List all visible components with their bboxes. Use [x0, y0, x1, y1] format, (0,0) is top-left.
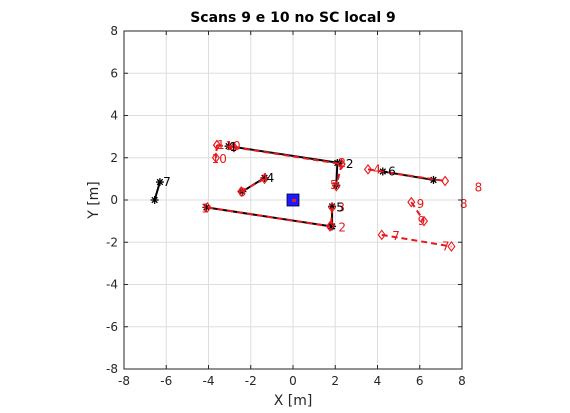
series-0-star-marker: [150, 196, 159, 204]
point-label: 10: [212, 152, 227, 166]
star-stroke: [203, 204, 210, 211]
series-0-star-marker: [429, 175, 438, 184]
y-tick-label: 2: [110, 151, 118, 165]
series-1-diamond-marker: [260, 173, 269, 185]
series-1-segment: [330, 207, 334, 226]
y-tick-label: -6: [106, 320, 118, 334]
y-tick-label: 0: [110, 193, 118, 207]
point-label: 5: [330, 178, 338, 192]
star-stroke: [430, 176, 437, 184]
series-1-diamond-marker: [229, 141, 238, 153]
x-tick-label: 4: [374, 374, 382, 388]
x-tick-label: -8: [118, 374, 130, 388]
point-label: 8: [475, 180, 483, 194]
point-label: 1: [201, 201, 209, 215]
point-label: 2: [338, 220, 346, 234]
y-tick-label: 6: [110, 66, 118, 80]
series-1-segment: [214, 144, 218, 158]
star-stroke: [156, 178, 164, 186]
series-1-diamond-marker: [326, 219, 336, 231]
y-tick-label: -8: [106, 362, 118, 376]
x-tick-label: 6: [416, 374, 424, 388]
point-label: 3: [337, 200, 345, 214]
series-1-diamond-marker: [337, 158, 346, 170]
x-tick-label: -6: [160, 374, 172, 388]
series-0-star-marker: [155, 178, 164, 187]
data-layer: [150, 139, 456, 252]
series-1-diamond-marker: [407, 196, 416, 208]
point-label: 9: [417, 197, 425, 211]
series-1-diamond-marker: [203, 201, 212, 213]
point-label: 1: [217, 138, 225, 152]
series-1-segment: [240, 177, 265, 193]
series-1-diamond-marker: [441, 175, 450, 187]
grid: [123, 30, 463, 370]
point-label: 7: [392, 229, 400, 243]
series-1-diamond-marker: [363, 163, 373, 175]
y-axis-label: Y [m]: [86, 181, 102, 220]
series-1-diamond-marker: [377, 229, 386, 241]
y-tick-label: 4: [110, 109, 118, 123]
x-tick-label: 0: [289, 374, 297, 388]
series-1-segment: [381, 233, 452, 248]
x-axis-label: X [m]: [274, 393, 313, 409]
series-1-segment: [410, 201, 425, 222]
series-1-diamond-marker: [419, 215, 429, 227]
series-1-segment: [367, 168, 446, 182]
x-tick-label: 2: [331, 374, 339, 388]
point-label: 4: [267, 171, 275, 185]
series-1-diamond-marker: [328, 201, 337, 213]
star-stroke: [151, 196, 158, 204]
y-tick-label: -2: [106, 235, 118, 249]
point-label: 2: [346, 157, 354, 171]
series-1-segment: [207, 206, 331, 228]
x-tick-label: -4: [203, 374, 215, 388]
point-label: 6: [238, 186, 246, 200]
point-label: 4: [260, 171, 268, 185]
series-1-diamond-marker: [332, 180, 341, 192]
series-1-diamond-marker: [212, 139, 222, 151]
point-label: 2: [338, 156, 346, 170]
point-label: 6: [388, 164, 396, 178]
point-label: 9: [418, 214, 426, 228]
chart-title: Scans 9 e 10 no SC local 9: [190, 10, 396, 26]
series-1-diamond-marker: [237, 186, 246, 197]
series-1-segment: [233, 146, 342, 166]
origin-heading-mark: [292, 199, 296, 202]
point-label: 5: [336, 200, 344, 214]
point-label: 4: [373, 162, 381, 176]
point-label: 7: [163, 175, 171, 189]
x-tick-label: -2: [245, 374, 257, 388]
point-label: 8: [460, 197, 468, 211]
series-0-segment: [153, 181, 161, 201]
point-label: 1: [230, 140, 238, 154]
x-tick-label: 8: [458, 374, 466, 388]
point-label: 7: [442, 239, 450, 253]
point-label: 10: [225, 139, 240, 153]
series-1-diamond-marker: [447, 241, 456, 252]
y-tick-label: -4: [106, 278, 118, 292]
series-1-diamond-marker: [211, 152, 220, 164]
y-tick-label: 8: [110, 24, 118, 38]
